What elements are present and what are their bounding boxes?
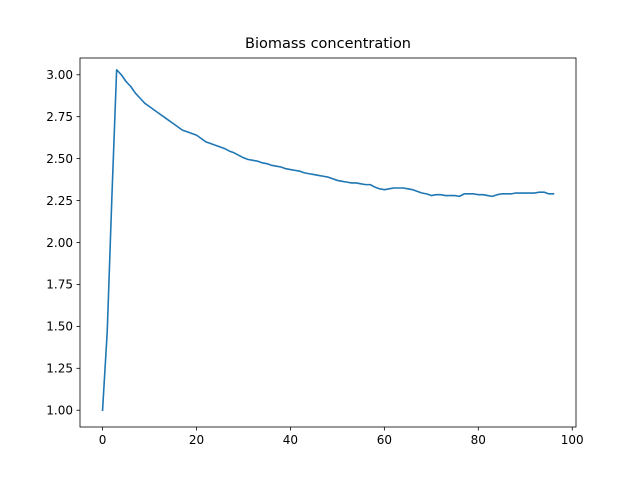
x-tick-label: 20 <box>189 433 204 447</box>
x-tick-label: 40 <box>283 433 298 447</box>
x-tick-label: 60 <box>377 433 392 447</box>
y-tick-label: 2.00 <box>46 236 73 250</box>
axis-ticks: 0 20 40 60 80 100 1.00 1.25 1.50 1.75 2.00 2.25 2.50… <box>46 68 583 447</box>
y-tick-label: 2.25 <box>46 194 73 208</box>
y-tick-label: 1.25 <box>46 362 73 376</box>
y-tick-label: 3.00 <box>46 68 73 82</box>
x-tick-label: 0 <box>99 433 107 447</box>
y-tick-label: 1.50 <box>46 320 73 334</box>
y-tick-label: 2.50 <box>46 152 73 166</box>
y-tick-label: 1.00 <box>46 404 73 418</box>
series-line <box>101 68 555 412</box>
y-tick-label: 2.75 <box>46 110 73 124</box>
axes-frame <box>79 57 577 428</box>
x-tick-label: 80 <box>471 433 486 447</box>
plot-area <box>101 68 555 412</box>
x-tick-label: 100 <box>561 433 584 447</box>
chart-title: Biomass concentration <box>245 36 411 52</box>
y-tick-label: 1.75 <box>46 278 73 292</box>
